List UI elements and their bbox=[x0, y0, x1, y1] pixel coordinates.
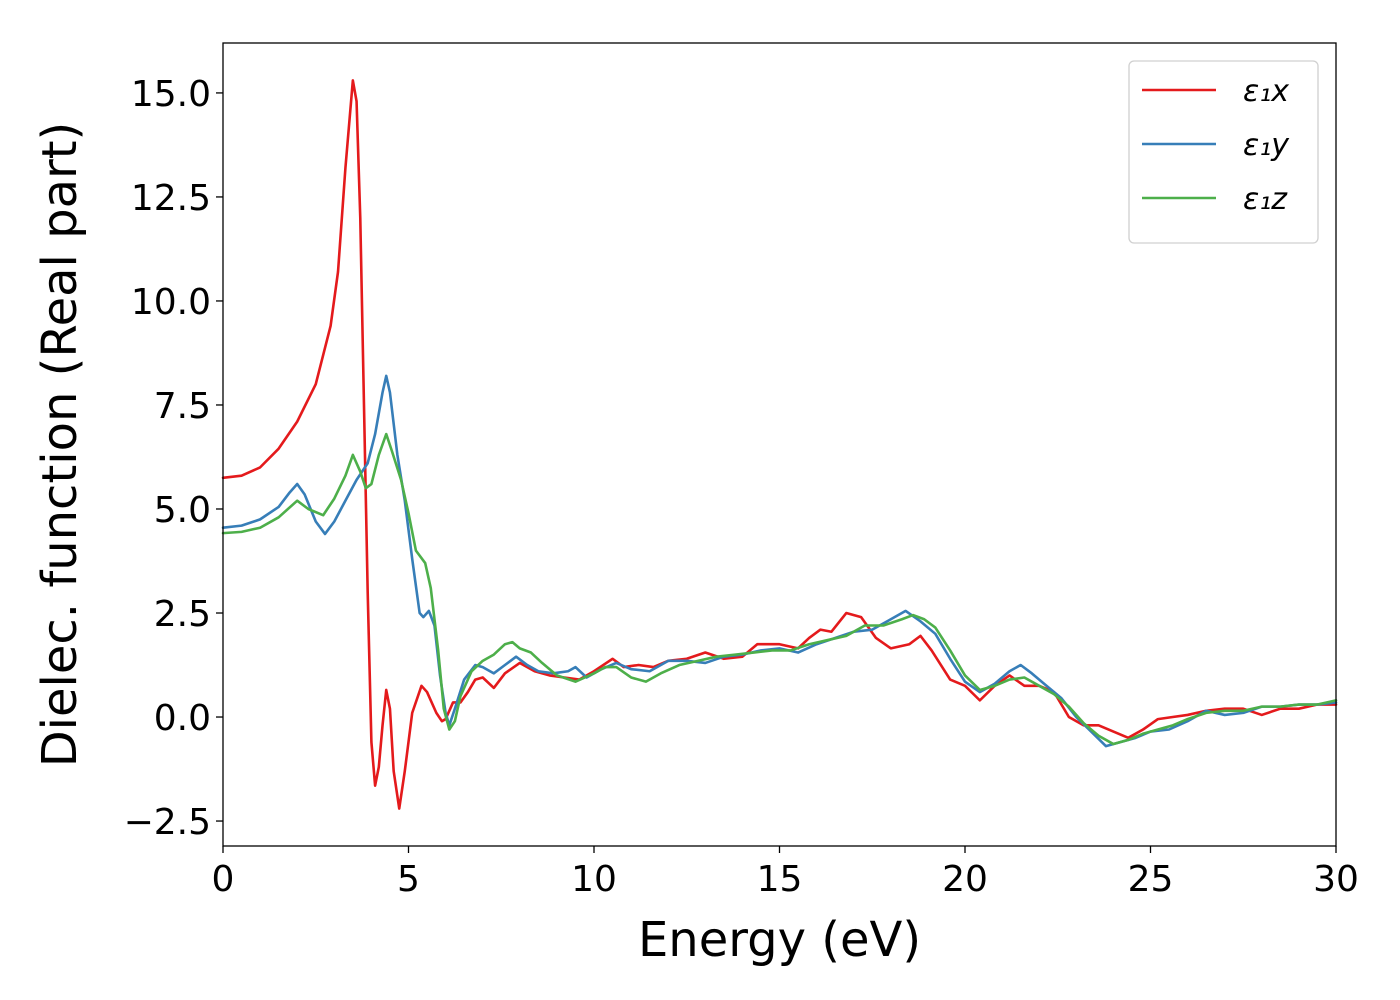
y-axis-label: Dielec. function (Real part) bbox=[32, 122, 88, 768]
legend-label-3: ε₁z bbox=[1243, 182, 1288, 217]
legend: ε₁x ε₁y ε₁z bbox=[1128, 60, 1319, 244]
y-tick-label: −2.5 bbox=[124, 802, 211, 843]
x-tick-label: 5 bbox=[397, 859, 420, 900]
legend-label-1: ε₁x bbox=[1243, 74, 1289, 109]
series-line-1 bbox=[221, 79, 1338, 810]
ticks-layer: 0 5 10 15 20 25 30 −2.5 0.0 2.5 5.0 7.5 10.0 12.5 15.0 bbox=[124, 74, 1359, 900]
y-tick-label: 12.5 bbox=[131, 178, 211, 219]
x-tick-label: 30 bbox=[1313, 859, 1359, 900]
x-tick-label: 15 bbox=[757, 859, 803, 900]
y-tick-label: 10.0 bbox=[131, 282, 211, 323]
series-layer bbox=[221, 79, 1338, 810]
x-tick-label: 10 bbox=[571, 859, 617, 900]
y-tick-label: 5.0 bbox=[154, 490, 211, 531]
y-tick-label: 0.0 bbox=[154, 698, 211, 739]
legend-box bbox=[1128, 60, 1319, 244]
x-tick-label: 20 bbox=[942, 859, 988, 900]
y-tick-label: 7.5 bbox=[154, 386, 211, 427]
y-tick-label: 2.5 bbox=[154, 594, 211, 635]
series-line-3 bbox=[221, 432, 1338, 746]
y-tick-label: 15.0 bbox=[131, 74, 211, 115]
x-tick-label: 25 bbox=[1128, 859, 1174, 900]
x-axis-label: Energy (eV) bbox=[638, 912, 921, 968]
x-tick-label: 0 bbox=[212, 859, 235, 900]
series-line-2 bbox=[221, 374, 1338, 748]
legend-label-2: ε₁y bbox=[1243, 128, 1290, 163]
